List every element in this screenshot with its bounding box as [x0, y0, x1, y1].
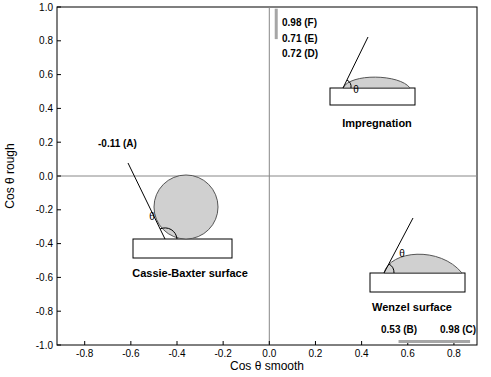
chart: -0.8 -0.6 -0.4 -0.2 0.0 0.2 0.4 0.6 0.8 -1.0 -0.8 -… [0, 0, 491, 377]
y-tick-label: -0.6 [36, 272, 54, 283]
y-tick [57, 74, 61, 75]
y-tick-label: -1.0 [36, 340, 54, 351]
x-tick-label: -0.2 [215, 348, 233, 359]
substrate [330, 88, 415, 105]
annotation: Impregnation [342, 117, 412, 129]
x-tick-label: 0.4 [355, 348, 369, 359]
x-tick [269, 341, 270, 345]
contact-line [343, 37, 368, 88]
contact-line [128, 163, 165, 239]
annotation: 0.72 (D) [282, 48, 318, 59]
substrate [133, 239, 232, 258]
x-tick [361, 341, 362, 345]
angle-arc [347, 80, 351, 88]
y-tick [57, 311, 61, 312]
annotation: -0.11 (A) [98, 138, 137, 149]
x-tick [84, 341, 85, 345]
x-tick-label: -0.4 [168, 348, 186, 359]
angle-arc [160, 228, 177, 239]
y-tick-label: 1.0 [39, 2, 53, 13]
range-bar [399, 340, 471, 343]
y-axis-title: Cos θ rough [3, 143, 17, 208]
annotation: Cassie-Baxter surface [132, 267, 248, 279]
annotation: Wenzel surface [372, 301, 452, 313]
x-tick [177, 341, 178, 345]
illustrations [128, 37, 465, 292]
x-tick [130, 341, 131, 345]
x-tick-label: 0.0 [262, 348, 276, 359]
y-tick-label: 0.8 [39, 35, 53, 46]
x-tick [315, 341, 316, 345]
substrate [370, 273, 465, 292]
y-tick [57, 108, 61, 109]
annotation: θ [353, 84, 359, 95]
y-tick [57, 176, 61, 177]
series-group [276, 9, 470, 342]
y-tick [57, 209, 61, 210]
angle-arc [389, 264, 394, 273]
y-tick-label: 0.4 [39, 103, 53, 114]
y-tick-label: -0.2 [36, 204, 54, 215]
x-tick-label: 0.6 [401, 348, 415, 359]
x-tick-label: -0.6 [122, 348, 140, 359]
y-tick-label: -0.4 [36, 238, 54, 249]
annotation: θ [149, 211, 155, 222]
y-tick-label: 0.0 [39, 171, 53, 182]
y-tick-label: 0.6 [39, 69, 53, 80]
annotation: 0.71 (E) [282, 33, 318, 44]
droplet [154, 175, 218, 239]
contact-line [384, 218, 413, 273]
x-tick-label: 0.8 [447, 348, 461, 359]
y-tick-label: -0.8 [36, 306, 54, 317]
annotation: θ [399, 248, 405, 259]
annotation: 0.98 (C) [440, 324, 476, 335]
x-tick-label: -0.8 [76, 348, 94, 359]
y-tick [57, 142, 61, 143]
annotation: 0.98 (F) [282, 17, 317, 28]
y-tick [57, 40, 61, 41]
y-tick [57, 243, 61, 244]
y-tick [57, 345, 61, 346]
range-bar [275, 9, 278, 39]
plot-frame [57, 7, 477, 345]
x-tick-label: 0.2 [309, 348, 323, 359]
annotation: 0.53 (B) [381, 324, 417, 335]
y-tick [57, 277, 61, 278]
x-axis-title: Cos θ smooth [230, 359, 304, 373]
origin-hline [57, 176, 477, 177]
droplet [384, 254, 462, 273]
y-tick [57, 7, 61, 8]
x-tick [223, 341, 224, 345]
y-tick-label: 0.2 [39, 137, 53, 148]
